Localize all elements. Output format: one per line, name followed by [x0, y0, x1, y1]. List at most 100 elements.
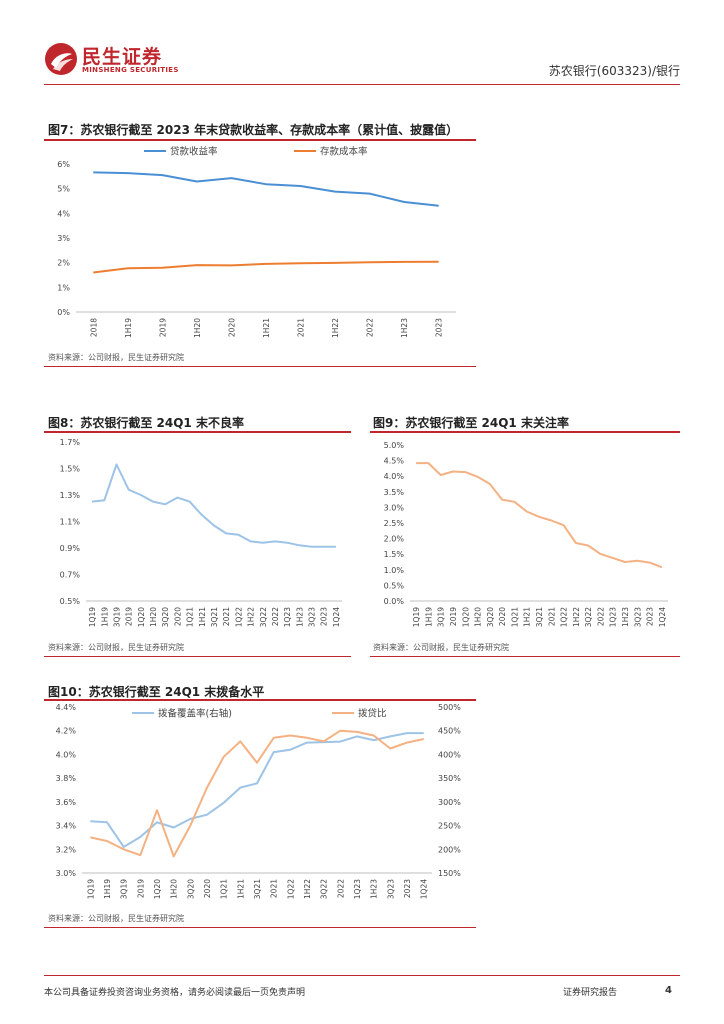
- fig10-title: 图10：苏农银行截至 24Q1 末拨备水平: [48, 685, 265, 699]
- fig7-xtick-label: 2023: [435, 318, 444, 337]
- fig7-ytick-label: 0%: [57, 308, 70, 317]
- fig8-series-line-0: [91, 463, 336, 548]
- fig8-ytick-label: 1.5%: [60, 465, 81, 474]
- fig7-ytick-label: 1%: [57, 283, 70, 292]
- fig7-chart: 0% 1% 2% 3% 4% 5% 6% 2018 1H19 2019 1H20 2020 1H21 20…: [57, 146, 456, 338]
- fig10-legend-label: 拨贷比: [358, 708, 387, 720]
- fig10-xtick-label: 2022: [336, 879, 345, 898]
- fig8-xtick-label: 3Q20: [161, 607, 170, 627]
- brand-name-en: MINSHENG SECURITIES: [82, 66, 179, 74]
- fig10-ytick-right-label: 400%: [438, 750, 461, 759]
- fig9-xtick-label: 2019: [449, 607, 458, 626]
- fig9-source-rule: [370, 656, 680, 657]
- fig7-ytick-label: 2%: [57, 259, 70, 268]
- footer-disclaimer: 本公司具备证券投资咨询业务资格，请务必阅读最后一页免责声明: [44, 988, 306, 998]
- fig9-series-line-0: [416, 462, 663, 569]
- fig9-ytick-label: 2.0%: [384, 535, 405, 544]
- fig10-xtick-label: 2019: [136, 879, 145, 898]
- fig10-source: 资料来源：公司财报，民生证券研究院: [48, 914, 184, 923]
- fig7-xtick-label: 1H23: [400, 318, 409, 338]
- fig8-xtick-label: 1Q22: [234, 607, 243, 627]
- fig9-xtick-label: 3Q23: [633, 607, 642, 627]
- fig8-ytick-label: 0.9%: [60, 544, 81, 553]
- fig10-ytick-label: 3.8%: [56, 774, 77, 783]
- fig8-xtick-label: 2021: [222, 607, 231, 626]
- fig7-xtick-label: 2022: [366, 318, 375, 337]
- fig8-xtick-label: 1Q23: [283, 607, 292, 627]
- fig8-xtick-label: 1Q20: [137, 607, 146, 627]
- fig10-xtick-label: 3Q21: [253, 879, 262, 899]
- fig9-xtick-label: 3Q21: [535, 607, 544, 627]
- fig8-title-rule: [44, 431, 351, 433]
- fig8-xtick-label: 2022: [271, 607, 280, 626]
- fig8-xtick-label: 1Q21: [186, 607, 195, 627]
- footer-report-type: 证券研究报告: [563, 988, 618, 998]
- fig8-ytick-label: 0.7%: [60, 571, 81, 580]
- fig9-ytick-label: 0.5%: [384, 581, 405, 590]
- fig9-xtick-label: 2020: [498, 607, 507, 626]
- fig9-title: 图9：苏农银行截至 24Q1 末关注率: [373, 416, 569, 430]
- fig7-legend-label: 存款成本率: [320, 146, 368, 158]
- fig10-ytick-right-label: 300%: [438, 798, 461, 807]
- fig7-xtick-label: 2018: [89, 318, 98, 337]
- fig10-series-line-0: [90, 732, 424, 848]
- fig10-xtick-label: 1H20: [170, 879, 179, 899]
- fig7-xtick-label: 1H20: [193, 318, 202, 338]
- fig7-xtick-label: 1H22: [331, 318, 340, 338]
- fig10-chart: 3.0% 3.2% 3.4% 3.6% 3.8% 4.0% 4.2% 4.4% 150% 200%…: [56, 703, 462, 899]
- fig8-xtick-label: 3Q19: [112, 607, 121, 627]
- fig10-xtick-label: 1Q21: [220, 879, 229, 899]
- fig8-ytick-label: 1.1%: [60, 518, 81, 527]
- report-subject: 苏农银行(603323)/银行: [548, 64, 680, 78]
- fig9-source: 资料来源：公司财报，民生证券研究院: [373, 643, 509, 652]
- fig8-ytick-label: 0.5%: [60, 597, 81, 606]
- fig8-xtick-label: 3Q23: [308, 607, 317, 627]
- fig10-xtick-label: 2021: [270, 879, 279, 898]
- fig10-ytick-label: 3.6%: [56, 798, 77, 807]
- fig10-ytick-label: 3.2%: [56, 845, 77, 854]
- fig8-xtick-label: 2023: [320, 607, 329, 626]
- fig8-xtick-label: 1H22: [247, 607, 256, 627]
- fig8-xtick-label: 3Q21: [210, 607, 219, 627]
- fig8-xtick-label: 1Q19: [88, 607, 97, 627]
- fig10-ytick-right-label: 500%: [438, 703, 461, 712]
- fig8-title: 图8：苏农银行截至 24Q1 末不良率: [48, 416, 244, 430]
- fig10-xtick-label: 3Q19: [120, 879, 129, 899]
- fig9-ytick-label: 1.5%: [384, 550, 405, 559]
- fig9-xtick-label: 1Q21: [510, 607, 519, 627]
- fig8-ytick-label: 1.7%: [60, 438, 81, 447]
- fig9-xtick-label: 1Q23: [609, 607, 618, 627]
- fig10-ytick-right-label: 200%: [438, 845, 461, 854]
- fig10-xtick-label: 3Q22: [320, 879, 329, 899]
- fig10-ytick-right-label: 450%: [438, 727, 461, 736]
- fig10-xtick-label: 2020: [203, 879, 212, 898]
- fig8-xtick-label: 1H20: [149, 607, 158, 627]
- fig9-xtick-label: 3Q19: [437, 607, 446, 627]
- fig10-xtick-label: 1Q20: [153, 879, 162, 899]
- fig9-xtick-label: 2023: [646, 607, 655, 626]
- fig10-xtick-label: 1Q22: [286, 879, 295, 899]
- fig8-xtick-label: 1H23: [295, 607, 304, 627]
- fig9-xtick-label: 1H19: [424, 607, 433, 627]
- fig10-series-line-1: [90, 729, 424, 858]
- fig8-ytick-label: 1.3%: [60, 491, 81, 500]
- fig9-ytick-label: 1.0%: [384, 566, 405, 575]
- fig8-source: 资料来源：公司财报，民生证券研究院: [48, 643, 184, 652]
- fig7-source: 资料来源：公司财报，民生证券研究院: [48, 353, 184, 362]
- header-divider: [44, 84, 680, 85]
- fig7-xtick-label: 2020: [227, 318, 236, 337]
- fig10-xtick-label: 1H22: [303, 879, 312, 899]
- fig7-ytick-label: 6%: [57, 160, 70, 169]
- fig9-ytick-label: 4.0%: [384, 472, 405, 481]
- fig10-source-rule: [44, 927, 476, 928]
- fig10-xtick-label: 2023: [403, 879, 412, 898]
- fig9-ytick-label: 0.0%: [384, 597, 405, 606]
- fig9-xtick-label: 2021: [547, 607, 556, 626]
- fig7-xtick-label: 1H21: [262, 318, 271, 338]
- footer-divider: [44, 975, 680, 976]
- fig9-xtick-label: 1H22: [572, 607, 581, 627]
- fig7-xtick-label: 2021: [297, 318, 306, 337]
- fig9-xtick-label: 3Q22: [584, 607, 593, 627]
- fig9-xtick-label: 1Q22: [560, 607, 569, 627]
- fig8-chart: 0.5% 0.7% 0.9% 1.1% 1.3% 1.5% 1.7% 1Q19 1H19 3Q19…: [60, 438, 342, 627]
